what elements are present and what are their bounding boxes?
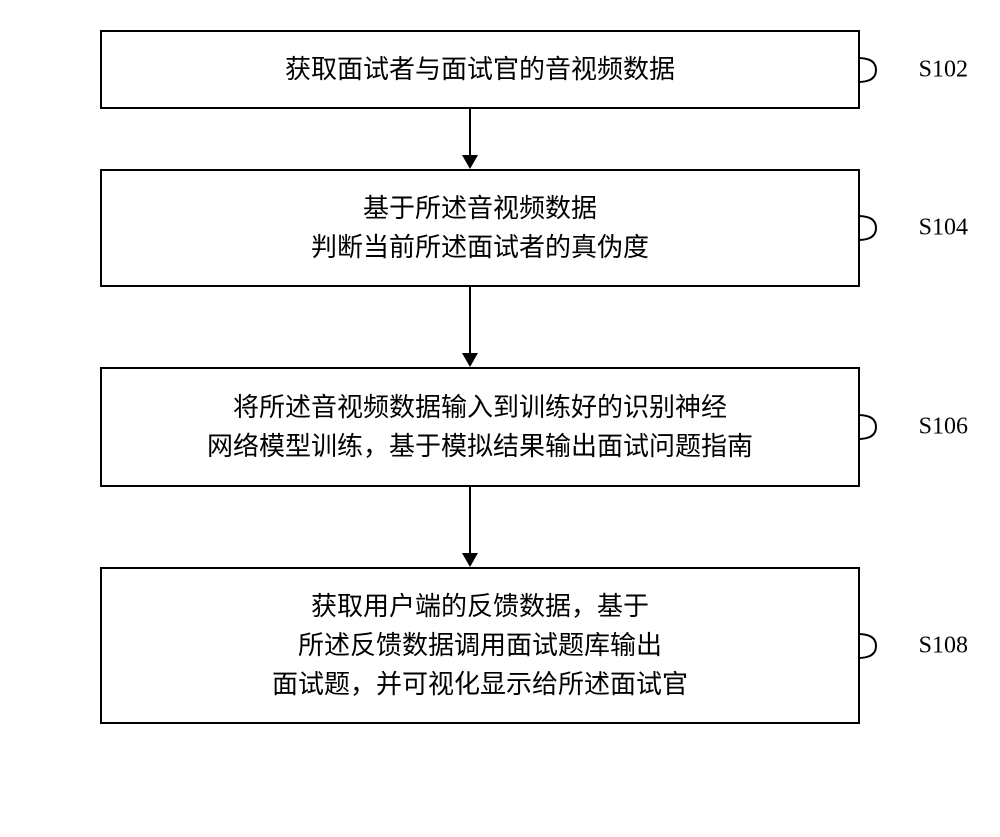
step-box-4: 获取用户端的反馈数据，基于 所述反馈数据调用面试题库输出 面试题，并可视化显示给… xyxy=(100,567,860,724)
arrow-line-3 xyxy=(469,487,471,553)
arrow-2 xyxy=(462,287,478,367)
step-label-3: S106 xyxy=(919,414,968,441)
connector-curve-2 xyxy=(858,208,888,248)
step-label-2: S104 xyxy=(919,215,968,242)
step-label-4: S108 xyxy=(919,632,968,659)
connector-curve-3 xyxy=(858,407,888,447)
step-text-3: 将所述音视频数据输入到训练好的识别神经 网络模型训练，基于模拟结果输出面试问题指… xyxy=(207,388,753,466)
flowchart-container: 获取面试者与面试官的音视频数据 S102 基于所述音视频数据 判断当前所述面试者… xyxy=(40,30,960,724)
step-text-2: 基于所述音视频数据 判断当前所述面试者的真伪度 xyxy=(311,189,649,267)
step-text-1: 获取面试者与面试官的音视频数据 xyxy=(285,50,675,89)
step-box-1: 获取面试者与面试官的音视频数据 S102 xyxy=(100,30,860,109)
step-box-2: 基于所述音视频数据 判断当前所述面试者的真伪度 S104 xyxy=(100,169,860,287)
connector-curve-1 xyxy=(858,50,888,90)
arrow-head-2 xyxy=(462,353,478,367)
step-label-1: S102 xyxy=(919,56,968,83)
step-row-4: 获取用户端的反馈数据，基于 所述反馈数据调用面试题库输出 面试题，并可视化显示给… xyxy=(40,567,960,724)
step-row-1: 获取面试者与面试官的音视频数据 S102 xyxy=(40,30,960,109)
step-row-3: 将所述音视频数据输入到训练好的识别神经 网络模型训练，基于模拟结果输出面试问题指… xyxy=(40,367,960,487)
step-box-3: 将所述音视频数据输入到训练好的识别神经 网络模型训练，基于模拟结果输出面试问题指… xyxy=(100,367,860,487)
step-row-2: 基于所述音视频数据 判断当前所述面试者的真伪度 S104 xyxy=(40,169,960,287)
arrow-1 xyxy=(462,109,478,169)
step-text-4: 获取用户端的反馈数据，基于 所述反馈数据调用面试题库输出 面试题，并可视化显示给… xyxy=(272,587,688,704)
arrow-line-1 xyxy=(469,109,471,155)
arrow-3 xyxy=(462,487,478,567)
connector-curve-4 xyxy=(858,626,888,666)
arrow-line-2 xyxy=(469,287,471,353)
arrow-head-3 xyxy=(462,553,478,567)
arrow-head-1 xyxy=(462,155,478,169)
